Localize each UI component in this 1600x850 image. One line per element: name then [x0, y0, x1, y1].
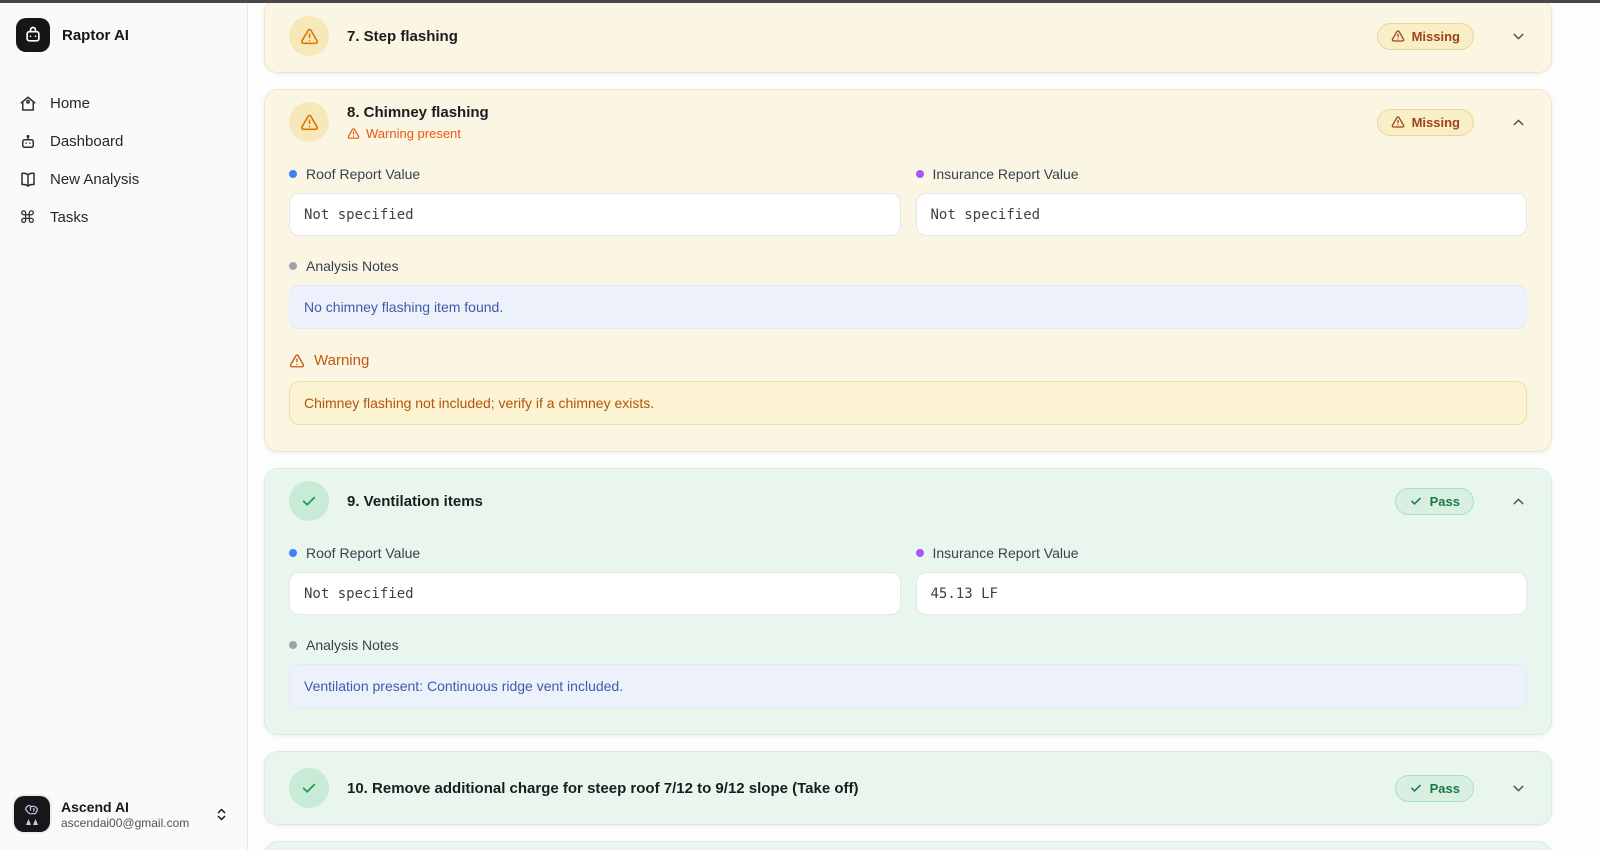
warning-heading-text: Warning [314, 352, 370, 369]
chevron-down-icon[interactable] [1510, 780, 1527, 797]
roof-report-label: Roof Report Value [289, 545, 901, 561]
card-title: 9. Ventilation items [347, 492, 483, 510]
sidebar-item-label: Tasks [50, 209, 89, 226]
sidebar-item-label: Dashboard [50, 133, 124, 150]
analysis-notes-text: No chimney flashing item found. [289, 285, 1527, 329]
chevron-down-icon[interactable] [1510, 28, 1527, 45]
sidebar: Raptor AI Home Dashboard New Analysis [0, 0, 248, 850]
insurance-report-value[interactable]: 45.13 LF [915, 572, 1527, 615]
brand-row: Raptor AI [12, 18, 235, 52]
analysis-card-step-flashing: 7. Step flashing Missing [264, 0, 1552, 73]
insurance-report-label: Insurance Report Value [915, 166, 1528, 182]
account-switcher[interactable]: Ascend AI ascendai00@gmail.com [12, 792, 235, 836]
status-badge-missing: Missing [1376, 22, 1474, 50]
roof-report-value[interactable]: Not specified [289, 193, 901, 236]
check-status-icon [289, 481, 329, 521]
blue-dot-icon [289, 549, 297, 557]
warning-present-label: Warning present [366, 125, 461, 141]
check-status-icon [289, 768, 329, 808]
warning-status-icon [289, 16, 329, 56]
sidebar-item-new-analysis[interactable]: New Analysis [12, 162, 235, 197]
sidebar-spacer [12, 238, 235, 792]
analysis-card-next-partial [264, 841, 1552, 850]
warning-section-heading: Warning [289, 352, 1527, 369]
sidebar-item-dashboard[interactable]: Dashboard [12, 124, 235, 159]
field-label-text: Analysis Notes [306, 258, 399, 274]
analysis-card-chimney-flashing: 8. Chimney flashing Warning present Miss… [264, 89, 1552, 452]
roof-report-column: Roof Report Value Not specified [289, 545, 901, 615]
insurance-report-label: Insurance Report Value [915, 545, 1528, 561]
insurance-report-column: Insurance Report Value Not specified [915, 166, 1528, 236]
card-title: 8. Chimney flashing [347, 103, 489, 121]
badge-label: Pass [1429, 493, 1460, 509]
profile-meta: Ascend AI ascendai00@gmail.com [61, 799, 203, 830]
chevron-updown-icon [214, 807, 229, 822]
chevron-up-icon[interactable] [1510, 493, 1527, 510]
purple-dot-icon [915, 170, 924, 178]
home-icon [18, 94, 37, 113]
insurance-report-value[interactable]: Not specified [915, 193, 1527, 236]
card-header-chimney-flashing[interactable]: 8. Chimney flashing Warning present Miss… [265, 90, 1551, 142]
status-badge-pass: Pass [1394, 487, 1474, 515]
card-title: 7. Step flashing [347, 27, 458, 45]
analysis-notes-label: Analysis Notes [289, 637, 1527, 653]
sidebar-item-tasks[interactable]: ⌘ Tasks [12, 200, 235, 235]
warning-message: Chimney flashing not included; verify if… [289, 381, 1527, 425]
badge-label: Missing [1411, 114, 1460, 130]
warning-status-icon [289, 102, 329, 142]
chevron-up-icon[interactable] [1510, 114, 1527, 131]
badge-label: Missing [1411, 28, 1460, 44]
profile-name: Ascend AI [61, 798, 129, 815]
card-title: 10. Remove additional charge for steep r… [347, 779, 859, 797]
analysis-notes-text: Ventilation present: Continuous ridge ve… [289, 664, 1527, 708]
insurance-report-column: Insurance Report Value 45.13 LF [915, 545, 1528, 615]
field-label-text: Insurance Report Value [932, 166, 1079, 182]
status-badge-missing: Missing [1376, 108, 1474, 136]
analysis-notes-label: Analysis Notes [289, 258, 1527, 274]
purple-dot-icon [915, 549, 924, 557]
sidebar-item-home[interactable]: Home [12, 86, 235, 121]
avatar [14, 796, 50, 832]
warning-present-note: Warning present [347, 126, 489, 141]
sidebar-item-label: Home [50, 95, 91, 112]
analysis-card-steep-roof-charge: 10. Remove additional charge for steep r… [264, 751, 1552, 825]
card-header-ventilation-items[interactable]: 9. Ventilation items Pass [265, 469, 1551, 521]
gray-dot-icon [289, 641, 297, 649]
raptor-logo-icon [16, 18, 50, 52]
brand-name: Raptor AI [62, 26, 129, 44]
profile-email: ascendai00@gmail.com [61, 815, 190, 830]
book-icon [18, 170, 37, 189]
card-header-steep-roof-charge[interactable]: 10. Remove additional charge for steep r… [265, 752, 1551, 824]
card-body: Roof Report Value Not specified Insuranc… [265, 545, 1551, 734]
card-header-step-flashing[interactable]: 7. Step flashing Missing [265, 0, 1551, 72]
window-top-edge [0, 0, 1600, 3]
roof-report-column: Roof Report Value Not specified [289, 166, 901, 236]
card-body: Roof Report Value Not specified Insuranc… [265, 166, 1551, 451]
roof-report-label: Roof Report Value [289, 166, 901, 182]
gray-dot-icon [289, 262, 297, 270]
analysis-card-ventilation-items: 9. Ventilation items Pass Roof Report Va… [264, 468, 1552, 735]
field-label-text: Insurance Report Value [932, 545, 1079, 561]
sidebar-item-label: New Analysis [50, 171, 140, 188]
command-icon: ⌘ [19, 208, 36, 227]
analysis-results-panel: 7. Step flashing Missing 8. Chimney flas… [248, 0, 1600, 850]
bot-icon [18, 132, 37, 151]
field-label-text: Analysis Notes [306, 637, 399, 653]
blue-dot-icon [289, 170, 297, 178]
badge-label: Pass [1429, 780, 1460, 796]
roof-report-value[interactable]: Not specified [289, 572, 901, 615]
status-badge-pass: Pass [1394, 774, 1474, 802]
field-label-text: Roof Report Value [306, 545, 421, 561]
field-label-text: Roof Report Value [306, 166, 421, 182]
